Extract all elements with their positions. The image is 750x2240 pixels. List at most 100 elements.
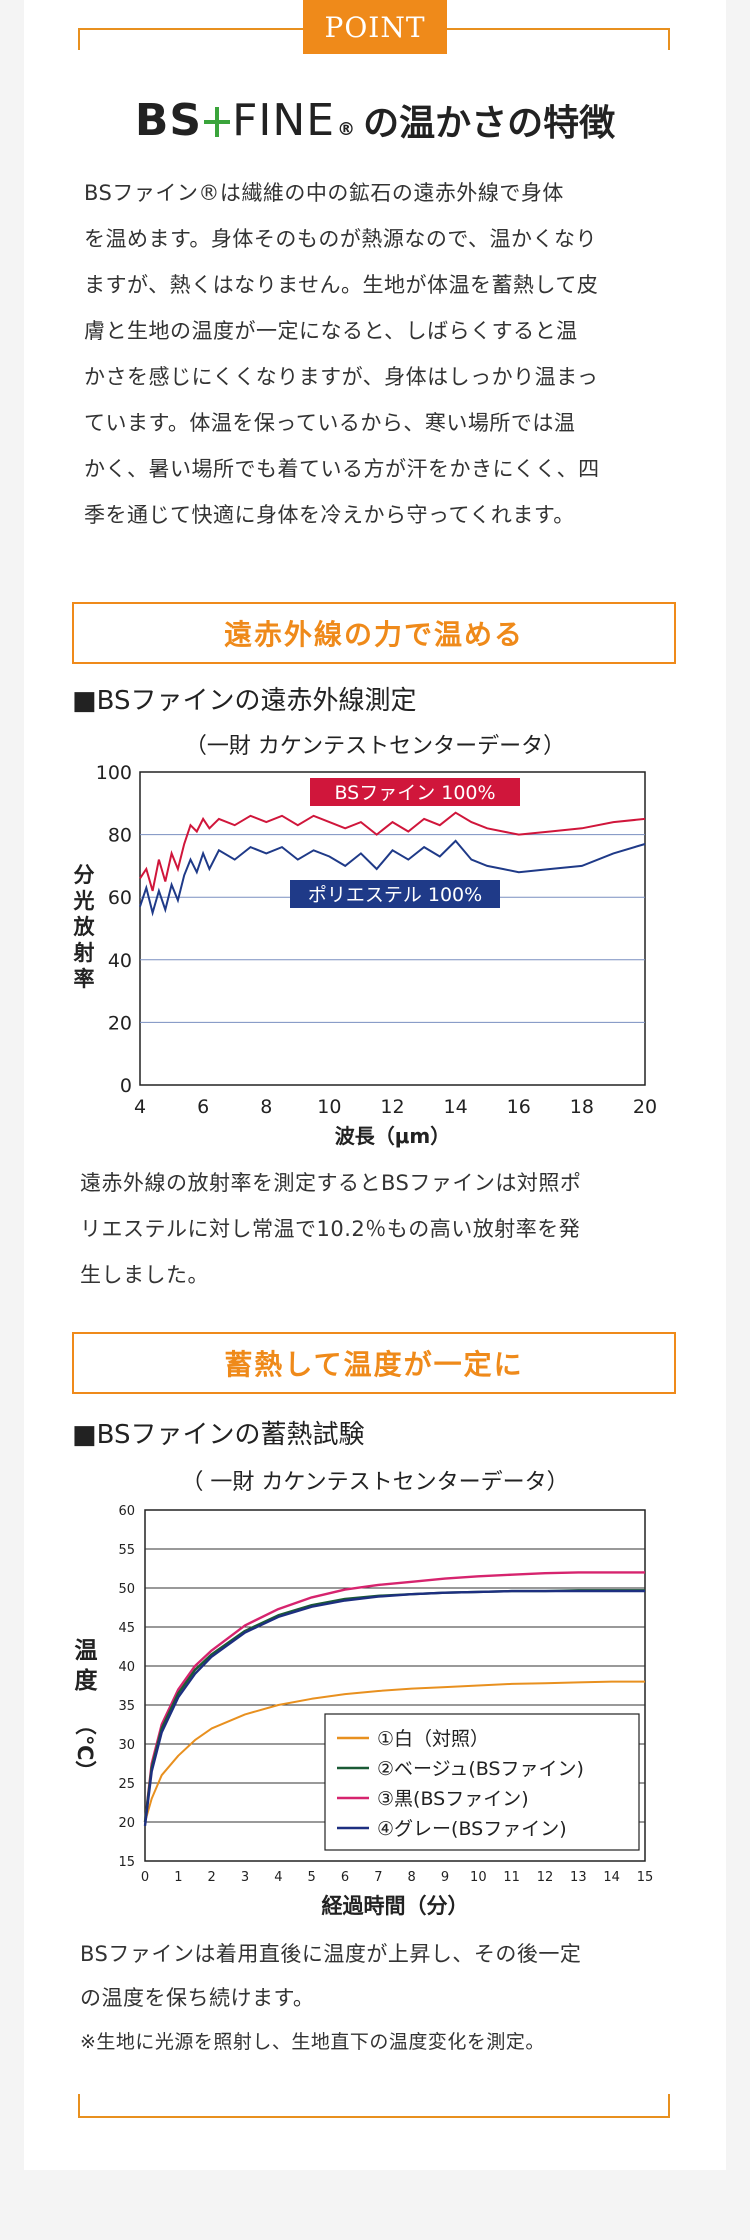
y-axis-label-char: 温 <box>75 1638 98 1664</box>
y-tick-label: 40 <box>118 1660 135 1675</box>
x-tick-label: 15 <box>637 1870 654 1885</box>
subheading-heat-storage: ■BSファインの蓄熱試験 <box>72 1420 365 1450</box>
intro-line: 膚と生地の温度が一定になると、しばらくすると温 <box>84 319 578 343</box>
x-tick-label: 10 <box>470 1870 487 1885</box>
y-tick-label: 35 <box>118 1699 135 1714</box>
x-tick-label: 10 <box>317 1096 341 1118</box>
series-label: ポリエステル 100% <box>308 884 482 906</box>
x-tick-label: 0 <box>141 1870 149 1885</box>
x-tick-label: 16 <box>507 1096 531 1118</box>
series-line-3 <box>143 1571 645 1823</box>
y-tick-label: 60 <box>118 1504 135 1519</box>
chart-source-1: （一財 カケンテストセンターデータ） <box>184 734 566 759</box>
x-axis-label: 経過時間（分） <box>322 1894 469 1918</box>
caption-line: リエステルに対し常温で10.2％もの高い放射率を発 <box>80 1217 581 1241</box>
y-axis-label-unit: （℃） <box>73 1714 97 1781</box>
plot-area <box>139 771 646 1086</box>
y-tick-label: 80 <box>108 825 132 847</box>
x-tick-label: 4 <box>134 1096 146 1118</box>
y-tick-label: 45 <box>118 1621 135 1636</box>
page-title: BS FINE ® の温かさの特徴 <box>0 92 750 148</box>
x-tick-label: 7 <box>374 1870 382 1885</box>
frame-bottom-bracket <box>78 2094 670 2118</box>
heat-storage-caption: BSファインは着用直後に温度が上昇し、その後一定 の温度を保ち続けます。 ※生地… <box>80 1932 670 2064</box>
y-axis-label-char: 分 <box>74 863 95 887</box>
x-tick-label: 4 <box>274 1870 282 1885</box>
intro-line: を温めます。身体そのものが熱源なので、温かくなり <box>84 227 598 251</box>
y-axis-label-char: 光 <box>73 889 95 913</box>
logo-plus-icon <box>204 106 231 137</box>
intro-line: かさを感じにくくなりますが、身体はしっかり温まっ <box>84 365 599 389</box>
x-tick-label: 8 <box>260 1096 272 1118</box>
y-tick-label: 30 <box>118 1738 135 1753</box>
section-heading-heat-storage: 蓄熱して温度が一定に <box>72 1332 676 1394</box>
y-tick-label: 20 <box>118 1816 135 1831</box>
x-tick-label: 3 <box>241 1870 249 1885</box>
x-tick-label: 9 <box>441 1870 449 1885</box>
intro-paragraph: BSファイン®は繊維の中の鉱石の遠赤外線で身体 を温めます。身体そのものが熱源な… <box>84 170 674 538</box>
y-tick-label: 100 <box>96 762 132 784</box>
x-tick-label: 5 <box>308 1870 316 1885</box>
caption-line: BSファインは着用直後に温度が上昇し、その後一定 <box>80 1942 582 1966</box>
legend-box <box>324 1713 640 1851</box>
section-heading-far-infrared: 遠赤外線の力で温める <box>72 602 676 664</box>
y-tick-label: 15 <box>118 1855 135 1870</box>
caption-line: ※生地に光源を照射し、生地直下の温度変化を測定。 <box>80 2031 545 2053</box>
series-label-bg <box>290 880 500 908</box>
x-axis-label: 波長（μm） <box>335 1124 451 1148</box>
x-tick-label: 20 <box>633 1096 657 1118</box>
intro-line: BSファイン®は繊維の中の鉱石の遠赤外線で身体 <box>84 181 564 205</box>
y-axis-label-char: 射 <box>73 941 95 965</box>
emissivity-caption: 遠赤外線の放射率を測定するとBSファインは対照ポ リエステルに対し常温で10.2… <box>80 1160 670 1298</box>
polyester-series-line <box>139 839 646 917</box>
x-tick-label: 6 <box>341 1870 349 1885</box>
y-tick-label: 50 <box>118 1582 135 1597</box>
series-label-bg <box>310 778 520 806</box>
logo-bs-text: BS <box>134 94 203 146</box>
bsfine-series-line <box>139 811 646 892</box>
caption-line: の温度を保ち続けます。 <box>80 1986 315 2010</box>
y-axis-label-char: 放 <box>73 915 96 939</box>
x-tick-label: 2 <box>208 1870 216 1885</box>
x-tick-label: 6 <box>197 1096 209 1118</box>
y-tick-label: 0 <box>120 1075 132 1097</box>
y-tick-label: 60 <box>108 887 132 909</box>
chart-source-2: （ 一財 カケンテストセンターデータ） <box>181 1470 569 1495</box>
legend-label: ①白（対照） <box>377 1728 489 1750</box>
x-tick-label: 12 <box>380 1096 404 1118</box>
logo-fine-text: FINE <box>232 94 336 146</box>
x-tick-label: 8 <box>408 1870 416 1885</box>
intro-line: かく、暑い場所でも着ている方が汗をかきにくく、四 <box>84 457 600 481</box>
title-text: の温かさの特徴 <box>363 102 616 144</box>
y-tick-label: 55 <box>118 1543 135 1558</box>
x-tick-label: 11 <box>503 1870 520 1885</box>
intro-line: ています。体温を保っているから、寒い場所では温 <box>84 411 576 435</box>
legend-label: ③黒(BSファイン) <box>377 1788 529 1810</box>
y-tick-label: 20 <box>108 1012 132 1034</box>
caption-line: 生しました。 <box>80 1263 209 1287</box>
y-tick-label: 25 <box>118 1777 135 1792</box>
legend-label: ④グレー(BSファイン) <box>377 1818 567 1840</box>
bsfine-logo: BS FINE ® <box>135 95 359 146</box>
y-tick-label: 40 <box>108 950 132 972</box>
series-line-4 <box>143 1589 645 1827</box>
x-tick-label: 18 <box>570 1096 594 1118</box>
series-label: BSファイン 100% <box>334 782 495 804</box>
y-axis-label-char: 度 <box>75 1667 99 1694</box>
legend-label: ②ベージュ(BSファイン) <box>377 1758 584 1780</box>
x-tick-label: 1 <box>174 1870 182 1885</box>
point-badge: POINT <box>303 0 447 54</box>
caption-line: 遠赤外線の放射率を測定するとBSファインは対照ポ <box>80 1171 582 1195</box>
registered-mark: ® <box>337 118 356 140</box>
x-tick-label: 14 <box>603 1870 620 1885</box>
x-tick-label: 12 <box>537 1870 554 1885</box>
x-tick-label: 13 <box>570 1870 587 1885</box>
intro-line: 季を通じて快適に身体を冷えから守ってくれます。 <box>84 503 575 527</box>
y-axis-label-char: 率 <box>74 967 95 991</box>
x-tick-label: 14 <box>444 1096 468 1118</box>
subheading-far-infrared: ■BSファインの遠赤外線測定 <box>72 686 417 716</box>
series-line-1 <box>144 1680 645 1823</box>
intro-line: ますが、熱くはなりません。生地が体温を蓄熱して皮 <box>84 273 599 297</box>
